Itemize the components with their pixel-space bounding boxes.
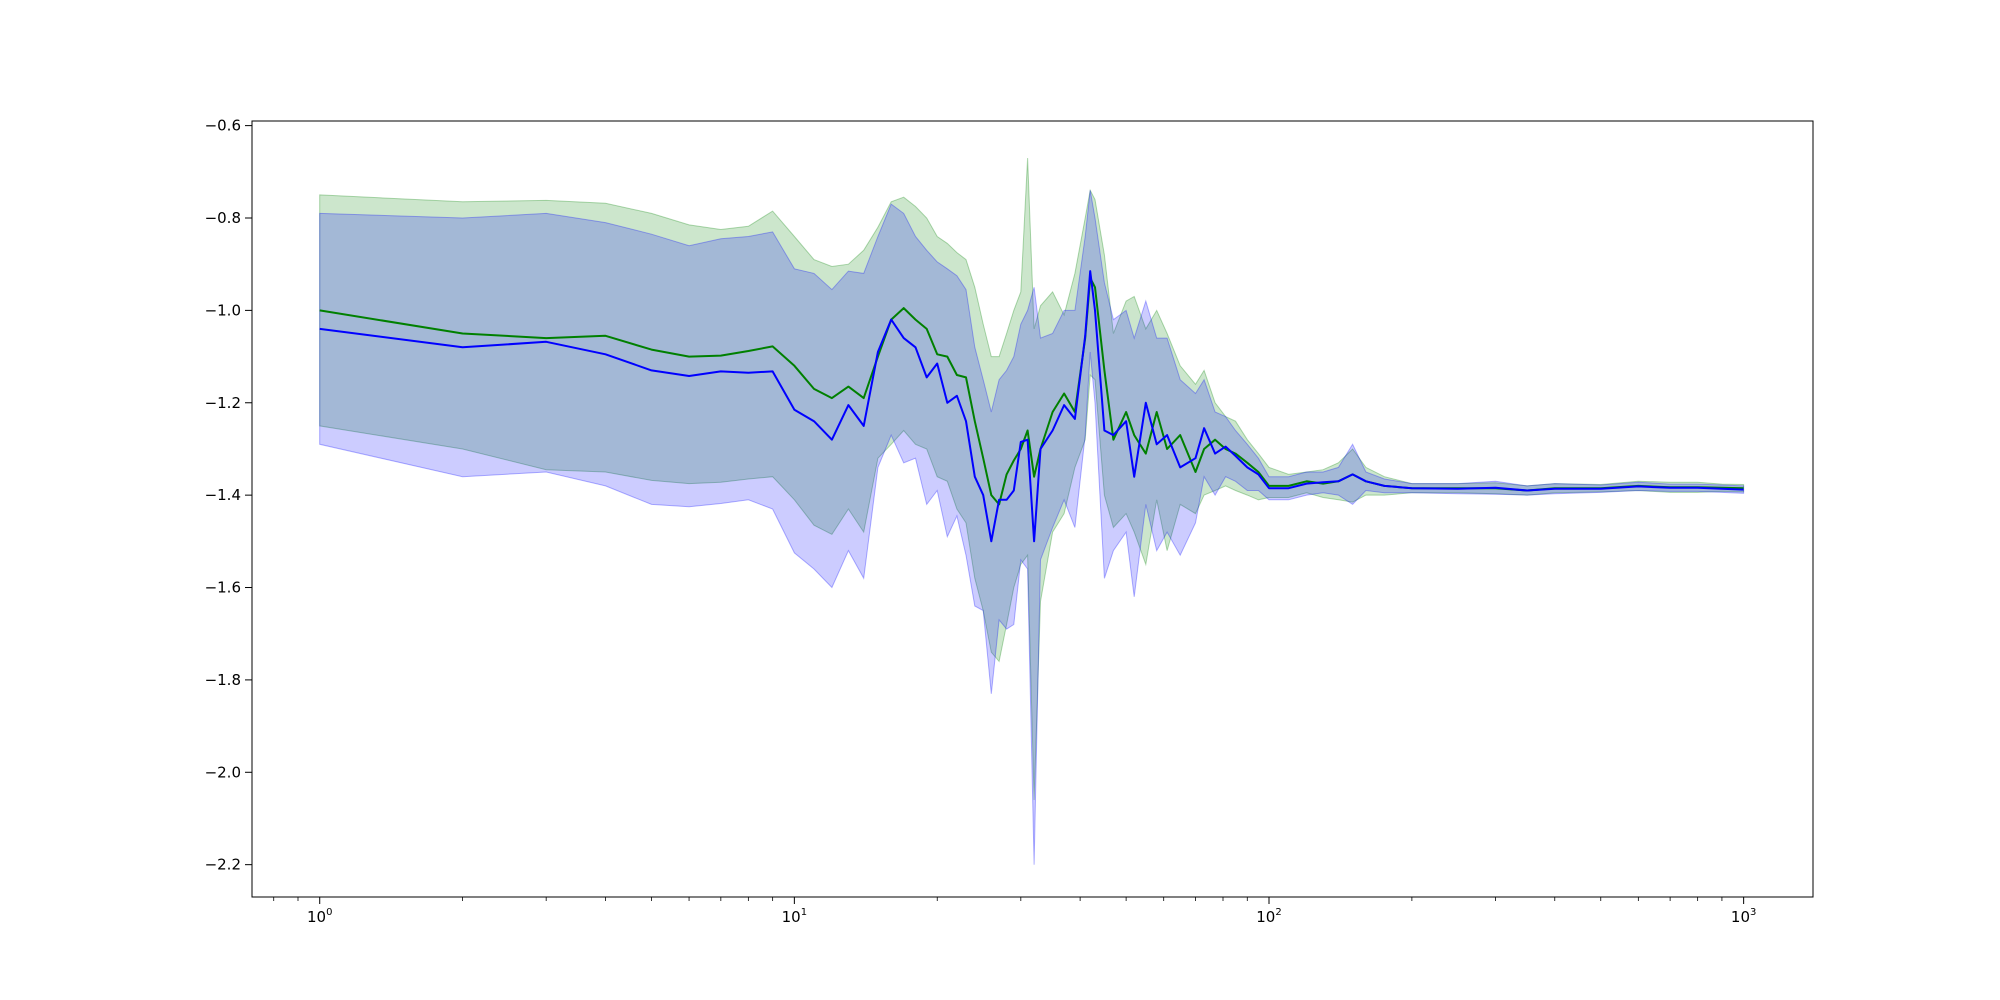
series-1-band <box>319 157 1745 801</box>
y-tick-label: −0.6 <box>205 117 241 135</box>
y-tick-label: −1.6 <box>205 579 241 597</box>
plot-frame <box>251 120 1814 898</box>
series-2-band <box>319 190 1745 865</box>
y-tick-label: −1.2 <box>205 394 241 412</box>
series-2-line <box>319 270 1744 543</box>
x-tick-label: 100 <box>307 907 332 926</box>
y-axis: −0.6 −0.8 −1.0 −1.2 −1.4 −1.6 −1.8 −2.0 −2.2 <box>205 117 252 874</box>
y-tick-label: −1.8 <box>205 671 241 689</box>
y-tick-label: −2.0 <box>205 763 241 781</box>
x-tick-label: 103 <box>1731 907 1756 926</box>
confidence-bands <box>319 157 1745 865</box>
y-tick-label: −1.4 <box>205 486 241 504</box>
x-axis: 100 101 102 103 <box>273 897 1756 926</box>
x-tick-label: 102 <box>1256 907 1281 926</box>
y-tick-label: −2.2 <box>205 856 241 874</box>
y-tick-label: −1.0 <box>205 301 241 319</box>
y-tick-label: −0.8 <box>205 209 241 227</box>
x-tick-label: 101 <box>782 907 807 926</box>
series-lines <box>319 270 1744 543</box>
